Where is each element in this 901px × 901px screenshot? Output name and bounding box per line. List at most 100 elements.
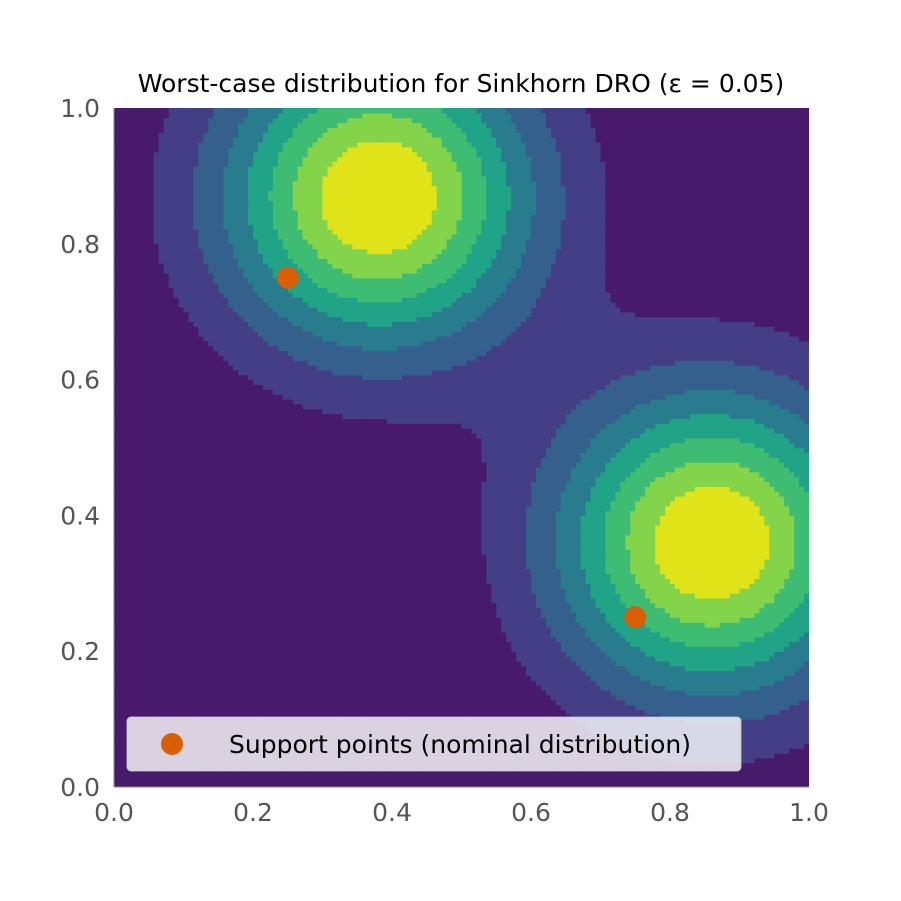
contour-cell	[570, 626, 577, 633]
contour-cell	[332, 777, 338, 783]
contour-cell	[476, 660, 482, 667]
contour-cell	[158, 660, 165, 667]
contour-cell	[228, 636, 234, 643]
contour-cell	[496, 617, 502, 623]
contour-cell	[496, 699, 502, 706]
contour-cell	[163, 660, 170, 667]
contour-cell	[501, 631, 507, 638]
contour-cell	[699, 665, 706, 672]
contour-cell	[218, 772, 224, 778]
contour-cell	[665, 772, 671, 778]
contour-cell	[555, 709, 562, 715]
contour-cell	[605, 685, 612, 691]
contour-cell	[297, 675, 304, 681]
contour-cell	[744, 631, 751, 638]
contour-cell	[610, 690, 616, 696]
contour-cell	[645, 622, 651, 628]
contour-cell	[342, 772, 348, 778]
contour-cell	[665, 646, 671, 652]
contour-cell	[501, 777, 507, 783]
contour-cell	[714, 772, 721, 778]
contour-cell	[262, 660, 269, 667]
contour-cell	[421, 675, 428, 681]
contour-cell	[550, 690, 557, 696]
contour-cell	[744, 680, 751, 686]
contour-cell	[635, 641, 641, 647]
contour-cell	[322, 631, 329, 638]
contour-cell	[764, 748, 770, 754]
contour-cell	[277, 646, 284, 652]
contour-cell	[307, 622, 314, 628]
contour-cell	[332, 631, 338, 638]
contour-cell	[774, 622, 780, 628]
contour-cell	[441, 660, 448, 667]
contour-cell	[620, 694, 626, 701]
contour-cell	[754, 656, 760, 662]
contour-cell	[729, 675, 736, 681]
contour-cell	[228, 777, 234, 783]
contour-cell	[540, 660, 547, 667]
contour-cell	[605, 694, 612, 701]
contour-cell	[143, 699, 150, 706]
contour-cell	[491, 782, 497, 787]
contour-cell	[645, 675, 651, 681]
contour-cell	[362, 631, 368, 638]
contour-cell	[789, 656, 795, 662]
contour-cell	[709, 782, 716, 787]
contour-cell	[774, 660, 780, 667]
contour-cell	[431, 626, 438, 633]
contour-cell	[486, 690, 492, 696]
contour-cell	[208, 709, 214, 715]
contour-cell	[114, 748, 120, 754]
contour-cell	[660, 777, 666, 783]
contour-cell	[357, 612, 363, 618]
contour-cell	[575, 680, 582, 686]
contour-cell	[570, 699, 577, 706]
contour-cell	[799, 709, 805, 715]
contour-cell	[401, 636, 408, 643]
contour-cell	[784, 757, 790, 764]
contour-cell	[302, 694, 309, 701]
contour-cell	[709, 641, 716, 647]
contour-cell	[228, 612, 234, 618]
contour-cell	[709, 704, 716, 710]
contour-cell	[133, 617, 140, 623]
contour-cell	[123, 651, 130, 657]
contour-cell	[158, 646, 165, 652]
contour-cell	[764, 694, 770, 701]
contour-cell	[387, 699, 393, 706]
contour-cell	[531, 612, 537, 618]
contour-cell	[312, 651, 319, 657]
contour-cell	[392, 651, 398, 657]
contour-cell	[635, 656, 641, 662]
contour-cell	[193, 636, 199, 643]
contour-cell	[317, 680, 324, 686]
contour-cell	[208, 651, 214, 657]
contour-cell	[203, 680, 209, 686]
contour-cell	[466, 636, 473, 643]
contour-cell	[779, 714, 785, 720]
contour-cell	[759, 617, 765, 623]
contour-cell	[208, 704, 214, 710]
contour-cell	[531, 631, 537, 638]
contour-cell	[143, 626, 150, 633]
contour-cell	[699, 777, 706, 783]
contour-cell	[804, 690, 809, 696]
contour-cell	[749, 641, 755, 647]
contour-cell	[749, 656, 755, 662]
contour-cell	[362, 704, 368, 710]
contour-cell	[650, 699, 656, 706]
contour-cell	[198, 694, 204, 701]
contour-cell	[674, 704, 681, 710]
contour-cell	[570, 656, 577, 662]
contour-cell	[714, 636, 721, 643]
contour-cell	[382, 612, 388, 618]
contour-cell	[168, 622, 175, 628]
contour-cell	[451, 670, 458, 677]
contour-cell	[799, 626, 805, 633]
contour-cell	[292, 617, 299, 623]
contour-cell	[605, 641, 612, 647]
contour-cell	[223, 626, 229, 633]
contour-cell	[188, 680, 195, 686]
contour-cell	[253, 680, 259, 686]
